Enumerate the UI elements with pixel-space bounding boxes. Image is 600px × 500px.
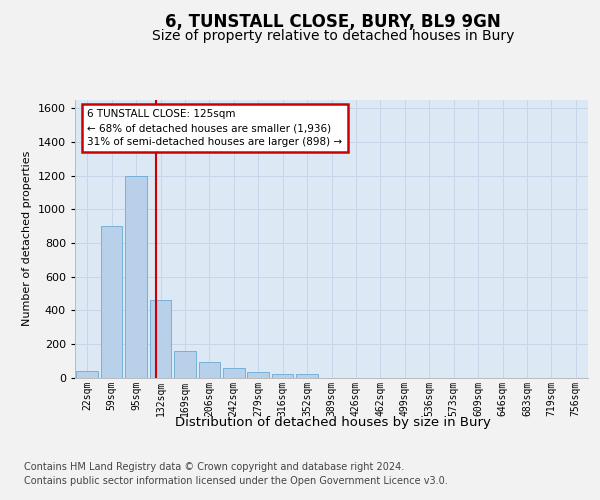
Text: Contains HM Land Registry data © Crown copyright and database right 2024.
Contai: Contains HM Land Registry data © Crown c… [24, 462, 448, 486]
Bar [247, 372, 269, 378]
Bar [223, 368, 245, 378]
Bar [150, 300, 171, 378]
Bar [125, 176, 147, 378]
Y-axis label: Number of detached properties: Number of detached properties [22, 151, 32, 326]
Bar [296, 374, 318, 378]
Bar [101, 226, 122, 378]
Text: Distribution of detached houses by size in Bury: Distribution of detached houses by size … [175, 416, 491, 429]
Text: 6 TUNSTALL CLOSE: 125sqm
← 68% of detached houses are smaller (1,936)
31% of sem: 6 TUNSTALL CLOSE: 125sqm ← 68% of detach… [88, 110, 343, 147]
Bar [272, 374, 293, 378]
Text: Size of property relative to detached houses in Bury: Size of property relative to detached ho… [152, 29, 514, 43]
Bar [76, 371, 98, 378]
Bar [174, 352, 196, 378]
Text: 6, TUNSTALL CLOSE, BURY, BL9 9GN: 6, TUNSTALL CLOSE, BURY, BL9 9GN [165, 12, 501, 30]
Bar [199, 362, 220, 378]
